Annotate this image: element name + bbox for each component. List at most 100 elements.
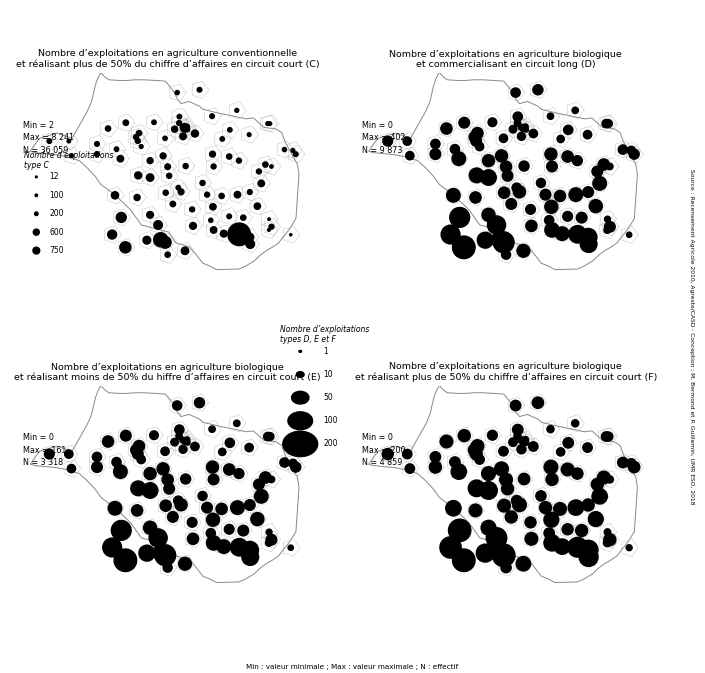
Circle shape xyxy=(604,216,611,222)
Circle shape xyxy=(555,539,570,555)
Circle shape xyxy=(234,191,240,198)
Circle shape xyxy=(572,468,583,479)
Circle shape xyxy=(133,448,143,459)
Circle shape xyxy=(183,164,188,169)
Circle shape xyxy=(163,563,172,572)
Circle shape xyxy=(670,579,675,585)
Circle shape xyxy=(488,118,497,127)
Circle shape xyxy=(525,532,538,545)
Circle shape xyxy=(546,161,558,172)
Circle shape xyxy=(208,474,219,485)
Circle shape xyxy=(257,169,262,174)
Circle shape xyxy=(469,504,482,517)
Circle shape xyxy=(166,173,172,178)
Circle shape xyxy=(198,491,207,501)
Circle shape xyxy=(195,398,204,408)
Circle shape xyxy=(471,439,484,452)
Circle shape xyxy=(509,125,517,133)
Circle shape xyxy=(525,517,536,528)
Circle shape xyxy=(154,221,162,229)
Circle shape xyxy=(185,128,190,132)
Circle shape xyxy=(206,528,216,538)
Circle shape xyxy=(592,166,603,177)
Circle shape xyxy=(498,499,510,512)
Circle shape xyxy=(540,189,551,200)
Circle shape xyxy=(92,462,102,472)
Circle shape xyxy=(245,444,253,452)
Circle shape xyxy=(470,192,481,203)
Circle shape xyxy=(200,180,205,186)
Circle shape xyxy=(211,164,216,169)
Circle shape xyxy=(223,464,235,475)
Circle shape xyxy=(556,227,569,240)
Circle shape xyxy=(160,153,166,159)
Circle shape xyxy=(606,476,613,483)
Circle shape xyxy=(532,397,544,409)
Circle shape xyxy=(67,464,75,472)
Circle shape xyxy=(291,149,295,152)
Circle shape xyxy=(162,474,173,485)
Circle shape xyxy=(269,476,275,483)
Circle shape xyxy=(246,240,255,248)
Circle shape xyxy=(607,164,613,170)
Circle shape xyxy=(563,211,572,221)
Text: 750: 750 xyxy=(49,246,64,255)
Polygon shape xyxy=(319,254,342,295)
Circle shape xyxy=(178,189,184,194)
Circle shape xyxy=(177,120,182,126)
Text: 1: 1 xyxy=(324,347,329,356)
Circle shape xyxy=(501,563,511,573)
Circle shape xyxy=(477,232,493,248)
Circle shape xyxy=(481,170,496,185)
Circle shape xyxy=(190,207,195,212)
Circle shape xyxy=(234,468,244,479)
Circle shape xyxy=(524,127,529,132)
Circle shape xyxy=(447,188,460,202)
Circle shape xyxy=(547,425,554,433)
Circle shape xyxy=(180,438,185,443)
Circle shape xyxy=(562,524,573,535)
Circle shape xyxy=(163,190,168,195)
Polygon shape xyxy=(30,386,299,583)
Circle shape xyxy=(453,549,475,571)
Circle shape xyxy=(572,420,579,427)
Circle shape xyxy=(268,218,270,220)
Circle shape xyxy=(546,473,558,485)
Circle shape xyxy=(601,432,611,441)
Circle shape xyxy=(120,242,131,253)
Circle shape xyxy=(518,125,523,130)
Circle shape xyxy=(382,449,393,460)
Circle shape xyxy=(251,513,264,526)
Circle shape xyxy=(117,155,123,162)
Circle shape xyxy=(501,250,510,259)
Circle shape xyxy=(511,495,522,506)
Circle shape xyxy=(604,221,615,232)
Circle shape xyxy=(475,455,484,464)
Text: Nombre d’exploitations
types D, E et F: Nombre d’exploitations types D, E et F xyxy=(280,324,369,344)
Circle shape xyxy=(255,489,268,503)
Title: Nombre d’exploitations en agriculture conventionnelle
et réalisant plus de 50% d: Nombre d’exploitations en agriculture co… xyxy=(16,49,319,69)
Circle shape xyxy=(144,521,157,534)
Circle shape xyxy=(517,133,525,141)
Circle shape xyxy=(627,232,632,238)
Circle shape xyxy=(220,137,224,141)
Circle shape xyxy=(533,85,543,95)
Circle shape xyxy=(296,371,304,378)
Circle shape xyxy=(135,172,142,179)
Circle shape xyxy=(258,180,264,186)
Circle shape xyxy=(501,161,512,172)
Circle shape xyxy=(134,194,140,201)
Circle shape xyxy=(207,536,221,550)
Circle shape xyxy=(627,146,635,155)
Circle shape xyxy=(216,503,227,515)
Circle shape xyxy=(486,528,507,548)
Circle shape xyxy=(578,540,598,560)
Circle shape xyxy=(431,139,440,149)
Circle shape xyxy=(247,190,252,194)
Circle shape xyxy=(111,192,118,199)
Circle shape xyxy=(165,252,171,257)
Circle shape xyxy=(589,200,602,213)
Circle shape xyxy=(137,456,145,464)
Circle shape xyxy=(231,538,248,556)
Circle shape xyxy=(475,143,484,151)
